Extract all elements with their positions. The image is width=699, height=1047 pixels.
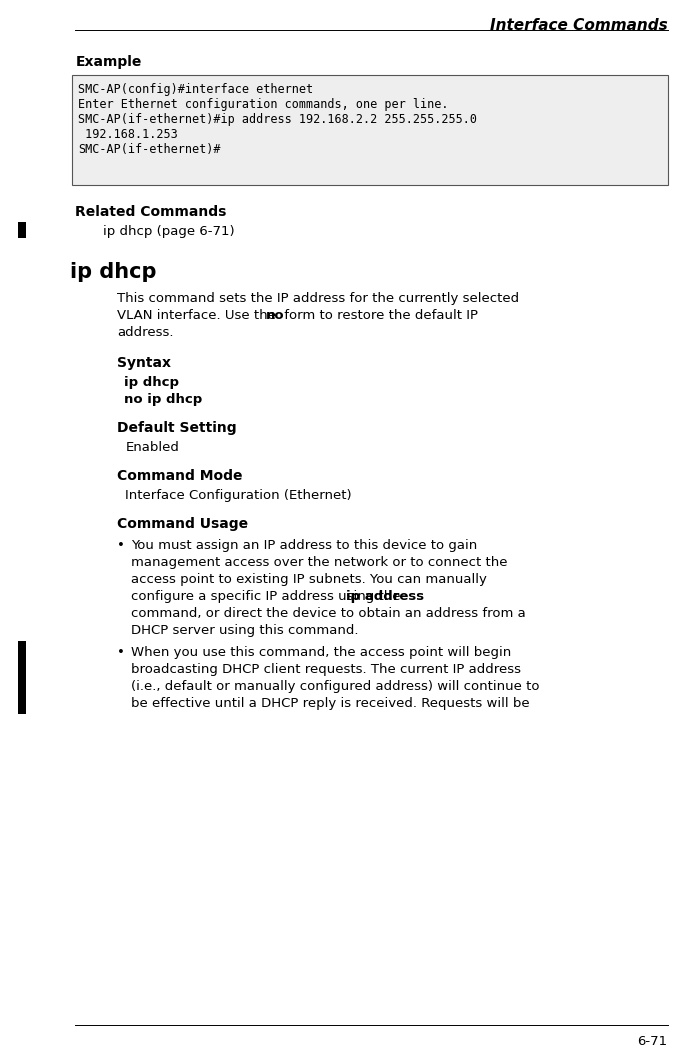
Text: This command sets the IP address for the currently selected: This command sets the IP address for the…: [117, 292, 519, 305]
Text: configure a specific IP address using the: configure a specific IP address using th…: [131, 591, 405, 603]
Bar: [18, 641, 26, 714]
Text: ip address: ip address: [347, 591, 424, 603]
Text: When you use this command, the access point will begin: When you use this command, the access po…: [131, 646, 512, 659]
Text: broadcasting DHCP client requests. The current IP address: broadcasting DHCP client requests. The c…: [131, 663, 521, 676]
Text: •: •: [117, 539, 125, 552]
Text: Related Commands: Related Commands: [75, 205, 227, 219]
Text: (i.e., default or manually configured address) will continue to: (i.e., default or manually configured ad…: [131, 680, 540, 693]
Text: VLAN interface. Use the: VLAN interface. Use the: [117, 309, 280, 322]
Text: Command Mode: Command Mode: [117, 469, 243, 483]
Text: Command Usage: Command Usage: [117, 517, 249, 531]
Text: address.: address.: [117, 326, 174, 339]
Text: command, or direct the device to obtain an address from a: command, or direct the device to obtain …: [131, 607, 526, 620]
Text: ip dhcp: ip dhcp: [71, 262, 157, 282]
Text: form to restore the default IP: form to restore the default IP: [280, 309, 478, 322]
Text: be effective until a DHCP reply is received. Requests will be: be effective until a DHCP reply is recei…: [131, 697, 530, 710]
Text: 192.168.1.253: 192.168.1.253: [78, 128, 178, 141]
Text: Syntax: Syntax: [117, 356, 171, 370]
Bar: [18, 222, 26, 238]
Text: SMC-AP(config)#interface ethernet: SMC-AP(config)#interface ethernet: [78, 83, 314, 96]
Text: 6-71: 6-71: [637, 1035, 668, 1047]
Text: no: no: [266, 309, 284, 322]
Bar: [73, 75, 668, 185]
Text: ip dhcp (page 6-71): ip dhcp (page 6-71): [103, 225, 235, 238]
Text: SMC-AP(if-ethernet)#: SMC-AP(if-ethernet)#: [78, 143, 221, 156]
Text: management access over the network or to connect the: management access over the network or to…: [131, 556, 508, 569]
Text: You must assign an IP address to this device to gain: You must assign an IP address to this de…: [131, 539, 477, 552]
Text: Enter Ethernet configuration commands, one per line.: Enter Ethernet configuration commands, o…: [78, 98, 449, 111]
Text: Default Setting: Default Setting: [117, 421, 237, 435]
Text: SMC-AP(if-ethernet)#ip address 192.168.2.2 255.255.255.0: SMC-AP(if-ethernet)#ip address 192.168.2…: [78, 113, 477, 126]
Text: Interface Commands: Interface Commands: [490, 18, 668, 34]
Text: Interface Configuration (Ethernet): Interface Configuration (Ethernet): [125, 489, 352, 502]
Text: no ip dhcp: no ip dhcp: [124, 393, 203, 406]
Text: access point to existing IP subnets. You can manually: access point to existing IP subnets. You…: [131, 573, 487, 586]
Text: ip dhcp: ip dhcp: [124, 376, 180, 389]
Text: Example: Example: [75, 55, 142, 69]
Text: DHCP server using this command.: DHCP server using this command.: [131, 624, 359, 637]
Text: •: •: [117, 646, 125, 659]
Text: Enabled: Enabled: [125, 441, 180, 454]
